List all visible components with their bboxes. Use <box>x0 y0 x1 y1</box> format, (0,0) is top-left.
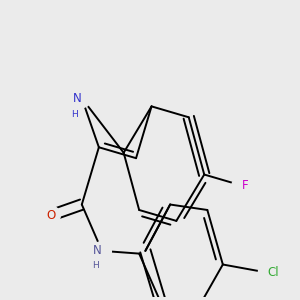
Circle shape <box>72 89 91 108</box>
Text: F: F <box>242 179 248 192</box>
Circle shape <box>92 242 111 260</box>
Circle shape <box>258 263 277 282</box>
Text: O: O <box>46 209 56 222</box>
Text: H: H <box>71 110 78 119</box>
Text: Cl: Cl <box>268 266 279 279</box>
Text: N: N <box>93 244 102 257</box>
Text: H: H <box>92 261 99 270</box>
Circle shape <box>232 176 251 195</box>
Circle shape <box>41 206 60 225</box>
Text: N: N <box>73 92 82 105</box>
